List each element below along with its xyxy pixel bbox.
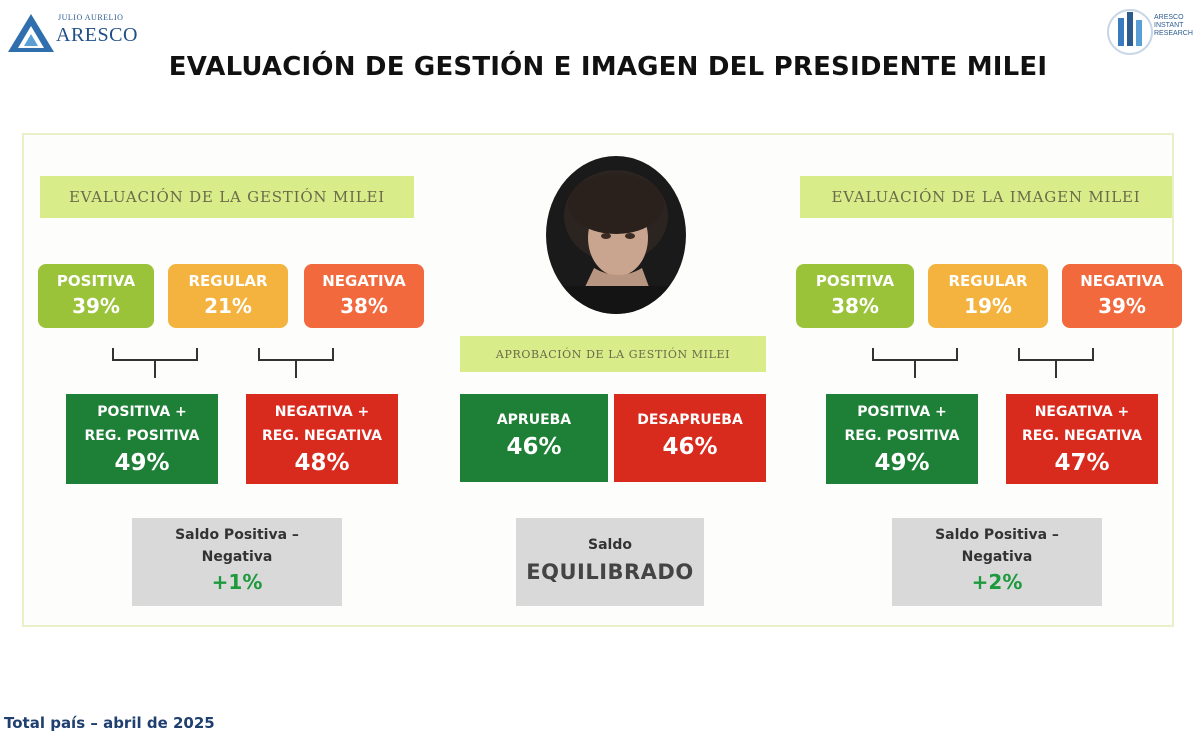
imagen-header: EVALUACIÓN DE LA IMAGEN MILEI xyxy=(800,176,1172,218)
imagen-positiva-pill: POSITIVA 38% xyxy=(796,264,914,328)
gestion-positive-brace xyxy=(112,348,198,378)
imagen-regular-pill: REGULAR 19% xyxy=(928,264,1048,328)
imagen-positiva-label: POSITIVA xyxy=(815,272,895,290)
gestion-neg-total-line2: REG. NEGATIVA xyxy=(261,428,383,444)
imagen-negativa-pill: NEGATIVA 39% xyxy=(1062,264,1182,328)
aprobacion-saldo-box: Saldo EQUILIBRADO xyxy=(516,518,704,606)
aresco-triangle-icon xyxy=(8,14,54,52)
gestion-positiva-pill: POSITIVA 39% xyxy=(38,264,154,328)
research-seal-icon xyxy=(1107,9,1153,55)
logo-right-line-3: RESEARCH xyxy=(1154,30,1193,37)
gestion-negativa-pill: NEGATIVA 38% xyxy=(304,264,424,328)
aprueba-label: APRUEBA xyxy=(496,412,572,428)
gestion-regular-value: 21% xyxy=(204,294,252,318)
page-title: EVALUACIÓN DE GESTIÓN E IMAGEN DEL PRESI… xyxy=(168,52,1048,82)
logo-left-small-text: JULIO AURELIO xyxy=(58,13,124,22)
imagen-saldo-line1: Saldo Positiva – xyxy=(935,527,1059,543)
gestion-saldo-box: Saldo Positiva – Negativa +1% xyxy=(132,518,342,606)
desaprueba-label: DESAPRUEBA xyxy=(637,412,743,428)
aprobacion-saldo-label: Saldo xyxy=(588,537,632,553)
imagen-neg-total-value: 47% xyxy=(1054,450,1110,476)
imagen-positive-brace xyxy=(872,348,958,378)
logo-right-line-2: INSTANT xyxy=(1154,22,1184,29)
desaprueba-value: 46% xyxy=(662,434,718,460)
logo-right-line-1: ARESCO xyxy=(1154,14,1184,21)
imagen-positiva-value: 38% xyxy=(831,294,879,318)
gestion-negativa-label: NEGATIVA xyxy=(322,272,406,290)
aprueba-value: 46% xyxy=(506,434,562,460)
desaprueba-box: DESAPRUEBA 46% xyxy=(614,394,766,482)
gestion-neg-total-value: 48% xyxy=(294,450,350,476)
logo-left-name: ARESCO xyxy=(56,24,138,46)
gestion-saldo-line2: Negativa xyxy=(201,549,273,565)
imagen-negativa-value: 39% xyxy=(1098,294,1146,318)
gestion-pos-total-line2: REG. POSITIVA xyxy=(84,428,200,444)
imagen-saldo-box: Saldo Positiva – Negativa +2% xyxy=(892,518,1102,606)
gestion-regular-label: REGULAR xyxy=(188,272,268,290)
gestion-saldo-value: +1% xyxy=(211,570,263,594)
imagen-regular-label: REGULAR xyxy=(948,272,1028,290)
gestion-saldo-line1: Saldo Positiva – xyxy=(175,527,299,543)
gestion-positiva-label: POSITIVA xyxy=(56,272,136,290)
imagen-negative-brace xyxy=(1018,348,1094,378)
imagen-neg-total-line2: REG. NEGATIVA xyxy=(1021,428,1143,444)
gestion-positiva-total-box: POSITIVA + REG. POSITIVA 49% xyxy=(66,394,218,484)
gestion-positiva-value: 39% xyxy=(72,294,120,318)
aprobacion-saldo-value: EQUILIBRADO xyxy=(526,560,694,584)
gestion-negativa-total-box: NEGATIVA + REG. NEGATIVA 48% xyxy=(246,394,398,484)
gestion-negative-brace xyxy=(258,348,334,378)
gestion-regular-pill: REGULAR 21% xyxy=(168,264,288,328)
imagen-pos-total-line2: REG. POSITIVA xyxy=(844,428,960,444)
imagen-pos-total-value: 49% xyxy=(874,450,930,476)
footer-note: Total país – abril de 2025 xyxy=(4,714,215,732)
aprobacion-header: APROBACIÓN DE LA GESTIÓN MILEI xyxy=(460,336,766,372)
imagen-saldo-value: +2% xyxy=(971,570,1023,594)
gestion-neg-total-line1: NEGATIVA + xyxy=(274,404,370,420)
aprueba-box: APRUEBA 46% xyxy=(460,394,608,482)
imagen-negativa-label: NEGATIVA xyxy=(1080,272,1164,290)
portrait-photo-icon xyxy=(546,156,686,314)
aresco-instant-research-logo: ARESCO INSTANT RESEARCH xyxy=(1106,2,1198,62)
gestion-header: EVALUACIÓN DE LA GESTIÓN MILEI xyxy=(40,176,414,218)
milei-portrait xyxy=(546,156,686,314)
gestion-pos-total-value: 49% xyxy=(114,450,170,476)
imagen-regular-value: 19% xyxy=(964,294,1012,318)
gestion-negativa-value: 38% xyxy=(340,294,388,318)
imagen-negativa-total-box: NEGATIVA + REG. NEGATIVA 47% xyxy=(1006,394,1158,484)
imagen-positiva-total-box: POSITIVA + REG. POSITIVA 49% xyxy=(826,394,978,484)
aresco-logo: JULIO AURELIO ARESCO xyxy=(6,10,137,56)
imagen-pos-total-line1: POSITIVA + xyxy=(857,404,947,420)
imagen-saldo-line2: Negativa xyxy=(961,549,1033,565)
gestion-pos-total-line1: POSITIVA + xyxy=(97,404,187,420)
imagen-neg-total-line1: NEGATIVA + xyxy=(1034,404,1130,420)
